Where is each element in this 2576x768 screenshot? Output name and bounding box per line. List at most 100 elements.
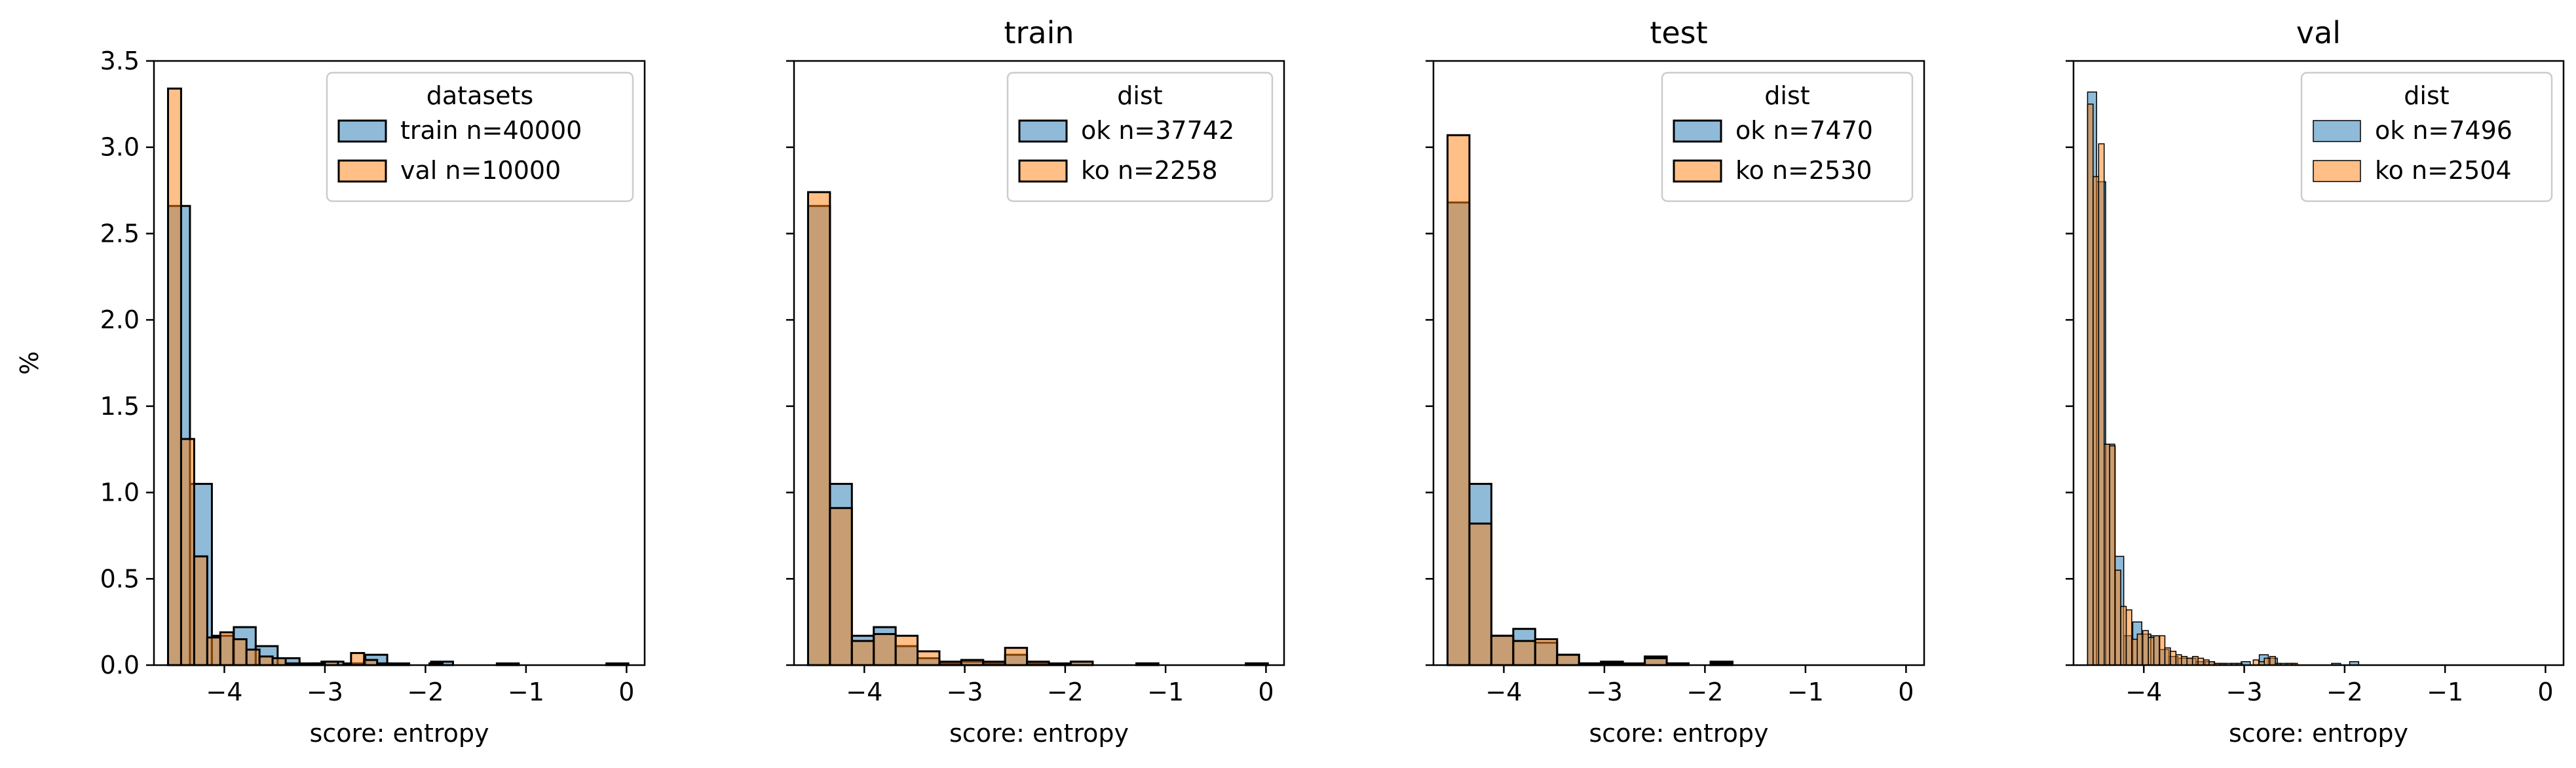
x-tick-label: −4 [2125, 678, 2162, 706]
histogram-bar [2114, 569, 2121, 666]
histogram-bar [2269, 656, 2276, 666]
legend-entry-label: ok n=7496 [2375, 116, 2512, 145]
histogram-bar [2104, 444, 2110, 666]
histogram-bar [350, 652, 366, 666]
histogram-bar [2153, 635, 2160, 666]
panel-title: train [1004, 15, 1074, 50]
histogram-bar [2120, 605, 2127, 666]
panel-title: test [1650, 15, 1707, 50]
histogram-bar [2148, 637, 2155, 666]
histogram-bar [193, 555, 208, 666]
x-axis-label: score: entropy [1589, 719, 1769, 748]
histogram-bar [1490, 634, 1515, 666]
histogram-bar [2131, 638, 2138, 666]
x-tick-label: −2 [2326, 678, 2363, 706]
y-tick-label: 3.0 [100, 133, 140, 162]
histogram-bar [2109, 445, 2116, 666]
legend-swatch [1673, 159, 1722, 183]
histogram-bar [2263, 657, 2271, 666]
histogram-bar [2136, 633, 2144, 666]
legend-title: dist [1117, 81, 1162, 110]
histogram-bar [1644, 657, 1668, 666]
axes-frame [793, 60, 1285, 666]
legend-entry-label: ko n=2530 [1735, 156, 1872, 185]
legend-frame [1006, 71, 1274, 202]
x-tick-label: −2 [1047, 678, 1084, 706]
legend-entry-label: val n=10000 [400, 156, 561, 185]
legend: dist ok n=7470 ko n=2530 [1661, 71, 1914, 202]
panel-title: val [2296, 15, 2341, 50]
legend-swatch [1018, 119, 1068, 143]
histogram-bar [850, 640, 875, 666]
histogram-bar [2125, 609, 2132, 666]
histogram-bar [2186, 657, 2193, 666]
legend-frame [1661, 71, 1914, 202]
panel-3: −4 −3 −2 −1 0 score: entropy test dist ok n=7470… [1426, 15, 1925, 748]
axes-frame [153, 60, 646, 666]
y-tick-label: 0.0 [100, 651, 140, 680]
legend-entry-label: ko n=2258 [1081, 156, 1218, 185]
histogram-bar [829, 507, 853, 666]
x-tick-label: −2 [407, 678, 444, 706]
histogram-bar [245, 648, 261, 666]
legend: dist ok n=7496 ko n=2504 [2300, 71, 2553, 202]
x-axis-label: score: entropy [310, 719, 489, 748]
histogram-bar [1534, 638, 1559, 666]
x-tick-label: −1 [1787, 678, 1824, 706]
x-tick-label: −4 [846, 678, 882, 706]
x-tick-label: −2 [1686, 678, 1723, 706]
legend-title: datasets [426, 81, 533, 110]
x-tick-label: −1 [508, 678, 544, 706]
legend-entry-label: ko n=2504 [2375, 156, 2512, 185]
histogram-bar [806, 191, 831, 666]
histogram-bar [2175, 654, 2182, 666]
histogram-bar [917, 650, 941, 666]
legend-swatch [2313, 120, 2361, 142]
histogram-bar [2170, 651, 2177, 666]
histogram-bar [894, 634, 919, 666]
x-tick-label: −3 [1586, 678, 1623, 706]
x-tick-label: 0 [618, 678, 634, 706]
histogram-bar [2159, 635, 2166, 666]
histogram-bar [2093, 176, 2100, 666]
x-tick-label: −4 [1485, 678, 1522, 706]
legend: dist ok n=37742 ko n=2258 [1006, 71, 1274, 202]
x-tick-label: 0 [1898, 678, 1914, 706]
histogram-bar [2142, 630, 2149, 666]
legend-entry-label: ok n=37742 [1081, 116, 1234, 145]
x-tick-label: −1 [2427, 678, 2463, 706]
legend: datasets train n=40000 val n=10000 [326, 71, 634, 202]
legend-entry-label: ok n=7470 [1735, 116, 1873, 145]
legend-frame [2300, 71, 2553, 202]
series-2-bars [1446, 134, 1733, 666]
histogram-bar [1468, 522, 1492, 666]
panel-4: −4 −3 −2 −1 0 score: entropy val dist ok n=7496 k… [2066, 15, 2565, 748]
axes-frame [2072, 60, 2565, 666]
legend-frame [326, 71, 634, 202]
histogram-bar [166, 87, 182, 666]
legend-entry-label: train n=40000 [400, 116, 582, 145]
y-tick-label: 3.5 [100, 47, 140, 75]
legend-title: dist [2404, 81, 2449, 110]
y-tick-label: 0.5 [100, 564, 140, 593]
y-tick-label: 2.0 [100, 305, 140, 334]
x-tick-label: 0 [1258, 678, 1274, 706]
x-tick-label: −3 [307, 678, 343, 706]
x-axis-label: score: entropy [2229, 719, 2408, 748]
panel-1: −4 −3 −2 −1 0 0.0 0.5 1.0 1.5 2.0 2.5 3.0 3.5 score: … [15, 47, 646, 748]
legend-swatch [2313, 160, 2361, 182]
x-axis-label: score: entropy [949, 719, 1129, 748]
x-tick-label: −3 [947, 678, 983, 706]
histogram-bar [2181, 656, 2188, 666]
histogram-bar [258, 655, 274, 666]
histogram-bar [2197, 657, 2205, 666]
legend-title: dist [1764, 81, 1809, 110]
x-tick-label: 0 [2537, 678, 2553, 706]
histogram-bar [271, 657, 287, 666]
x-tick-label: −1 [1147, 678, 1184, 706]
x-tick-label: −3 [2226, 678, 2263, 706]
histogram-bar [1512, 640, 1536, 666]
histogram-bar [232, 638, 248, 666]
histogram-bar [873, 633, 897, 666]
